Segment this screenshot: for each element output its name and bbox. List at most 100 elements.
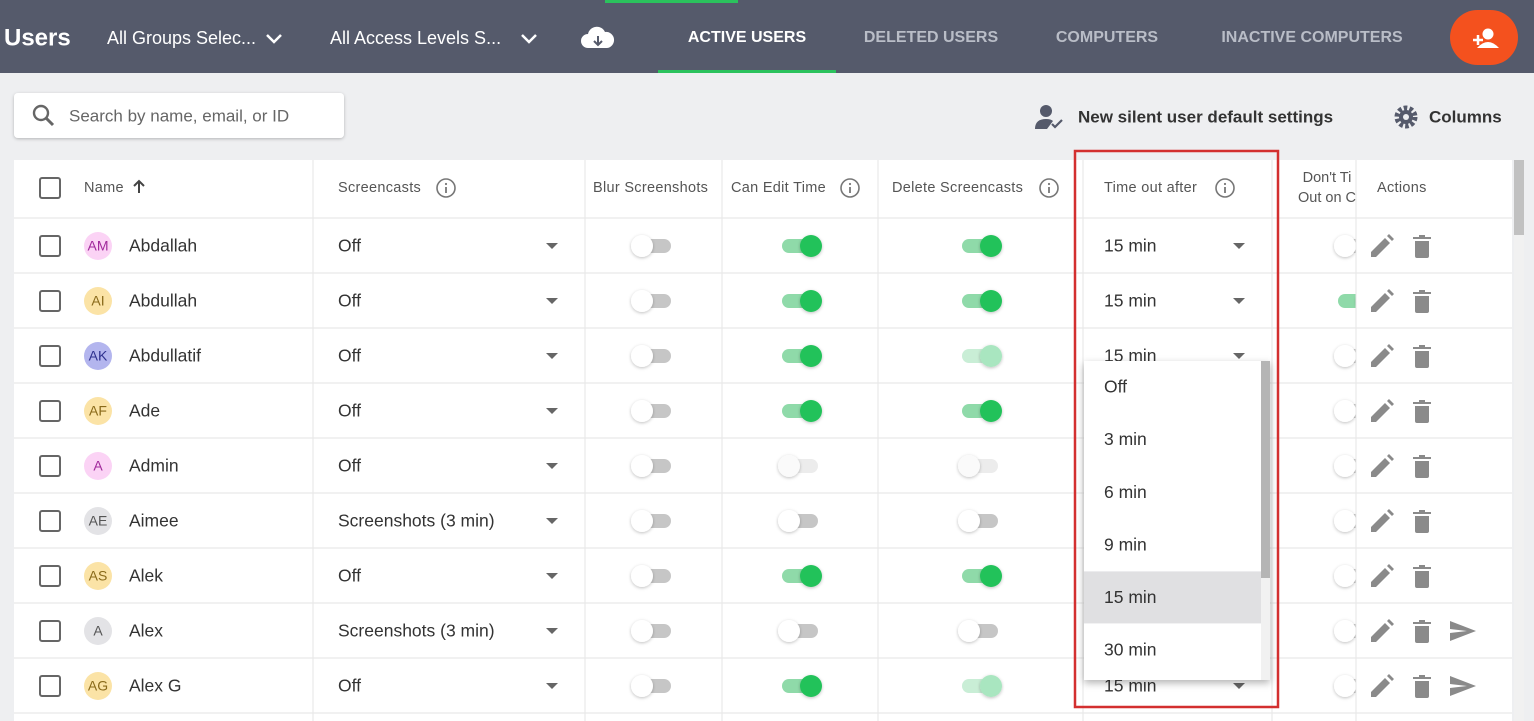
toggle[interactable] [782,345,822,367]
checkbox[interactable] [39,290,61,312]
edit-icon[interactable] [1371,674,1394,697]
timeout-value[interactable]: 15 min [1104,236,1157,256]
column-header[interactable]: Time out after [1104,180,1197,196]
column-header[interactable]: Can Edit Time [731,180,826,196]
toggle[interactable] [1334,675,1374,697]
screencasts-value[interactable]: Off [338,456,361,476]
delete-icon[interactable] [1413,290,1431,313]
edit-icon[interactable] [1371,344,1394,367]
toggle[interactable] [962,565,1002,587]
toggle[interactable] [962,290,1002,312]
dropdown-arrow[interactable] [546,408,558,414]
dropdown-option[interactable]: 9 min [1104,534,1147,554]
delete-icon[interactable] [1413,400,1431,423]
user-check-icon[interactable] [1035,105,1063,129]
dropdown-option[interactable]: 30 min [1104,640,1157,660]
download-icon[interactable] [581,26,615,48]
edit-icon[interactable] [1371,234,1394,257]
screencasts-value[interactable]: Off [338,236,361,256]
checkbox[interactable] [39,565,61,587]
toggle[interactable] [782,290,822,312]
edit-icon[interactable] [1371,619,1394,642]
checkbox[interactable] [39,177,61,199]
screencasts-value[interactable]: Off [338,676,361,696]
edit-icon[interactable] [1371,564,1394,587]
chevron[interactable] [521,34,537,44]
toggle[interactable] [782,235,822,257]
checkbox[interactable] [39,510,61,532]
checkbox[interactable] [39,235,61,257]
screencasts-value[interactable]: Off [338,346,361,366]
tab[interactable]: DELETED USERS [864,29,999,46]
checkbox[interactable] [39,675,61,697]
toggle[interactable] [778,620,818,642]
screencasts-value[interactable]: Off [338,291,361,311]
dropdown-arrow[interactable] [1233,353,1245,359]
send-icon[interactable] [1450,621,1476,641]
gear-icon[interactable] [1394,105,1418,129]
dropdown-arrow[interactable] [546,628,558,634]
toggle[interactable] [958,510,998,532]
timeout-value[interactable]: 15 min [1104,676,1157,696]
columns-button[interactable]: Columns [1429,107,1502,126]
send-icon[interactable] [1450,676,1476,696]
toggle[interactable] [1334,620,1374,642]
toggle[interactable] [782,400,822,422]
silent-settings[interactable]: New silent user default settings [1078,107,1333,126]
dropdown-arrow[interactable] [546,243,558,249]
toggle[interactable] [631,675,671,697]
groups-filter[interactable]: All Groups Selec... [107,28,256,48]
dropdown-arrow[interactable] [546,683,558,689]
column-header[interactable]: Actions [1377,180,1427,196]
access-filter[interactable]: All Access Levels S... [330,28,501,48]
toggle[interactable] [631,455,671,477]
toggle[interactable] [962,235,1002,257]
toggle[interactable] [1334,510,1374,532]
delete-icon[interactable] [1413,620,1431,643]
dropdown-option[interactable]: 15 min [1104,587,1157,607]
timeout-value[interactable]: 15 min [1104,291,1157,311]
tab[interactable]: INACTIVE COMPUTERS [1221,29,1403,46]
toggle[interactable] [958,620,998,642]
toggle[interactable] [782,675,822,697]
edit-icon[interactable] [1371,454,1394,477]
delete-icon[interactable] [1413,235,1431,258]
toggle[interactable] [631,235,671,257]
toggle[interactable] [631,510,671,532]
toggle[interactable] [1334,565,1374,587]
column-header[interactable]: Name [84,180,124,196]
dropdown-arrow[interactable] [1233,243,1245,249]
dropdown-arrow[interactable] [546,463,558,469]
toggle[interactable] [1334,235,1374,257]
toggle[interactable] [782,565,822,587]
delete-icon[interactable] [1413,345,1431,368]
dropdown-arrow[interactable] [546,518,558,524]
chevron[interactable] [266,34,282,44]
edit-icon[interactable] [1371,509,1394,532]
toggle[interactable] [1334,455,1374,477]
sort-arrow[interactable] [133,179,145,193]
search-box[interactable] [14,93,344,138]
toggle[interactable] [631,620,671,642]
toggle[interactable] [962,400,1002,422]
delete-icon[interactable] [1413,455,1431,478]
column-header[interactable]: Blur Screenshots [593,180,708,196]
screencasts-value[interactable]: Screenshots (3 min) [338,621,495,641]
screencasts-value[interactable]: Screenshots (3 min) [338,511,495,531]
column-header[interactable]: Screencasts [338,180,421,196]
dropdown-arrow[interactable] [1233,683,1245,689]
toggle[interactable] [778,510,818,532]
checkbox[interactable] [39,400,61,422]
checkbox[interactable] [39,620,61,642]
screencasts-value[interactable]: Off [338,566,361,586]
delete-icon[interactable] [1413,565,1431,588]
dropdown-scroll-thumb[interactable] [1261,361,1270,578]
checkbox[interactable] [39,455,61,477]
edit-icon[interactable] [1371,399,1394,422]
dropdown-option[interactable]: 3 min [1104,429,1147,449]
tab[interactable]: ACTIVE USERS [688,29,807,46]
edit-icon[interactable] [1371,289,1394,312]
toggle[interactable] [1334,400,1374,422]
dropdown-option[interactable]: 6 min [1104,482,1147,502]
delete-icon[interactable] [1413,675,1431,698]
